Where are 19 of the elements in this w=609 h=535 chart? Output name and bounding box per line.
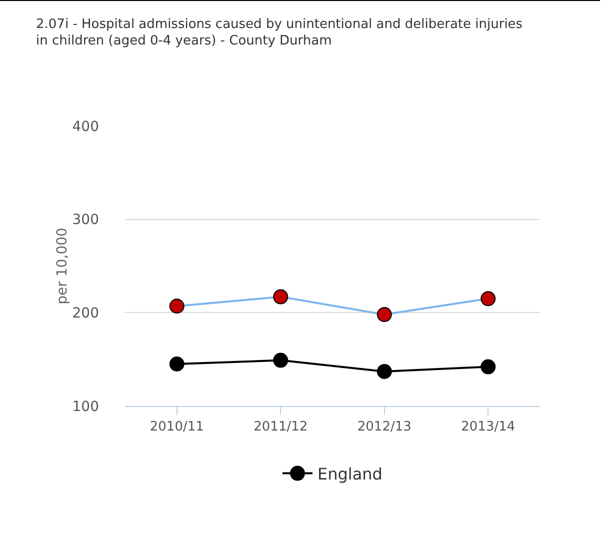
point bbox=[376, 307, 392, 322]
x-tick-label: 2010/11 bbox=[150, 420, 204, 435]
point bbox=[273, 289, 288, 304]
point bbox=[376, 364, 392, 379]
y-tick-label: 100 bbox=[72, 398, 99, 415]
y-tick-label: 300 bbox=[72, 212, 99, 228]
y-tick-label: 200 bbox=[72, 306, 99, 322]
x-tick-label: 2012/13 bbox=[357, 420, 412, 435]
point bbox=[273, 352, 288, 368]
chart-title: 2.07i - Hospital admissions caused by unintentional and deliberate injuries in children (aged 0-4 years) - County Durham bbox=[36, 16, 523, 49]
point bbox=[169, 356, 184, 372]
point bbox=[169, 298, 184, 314]
y-tick-label: 400 bbox=[72, 118, 99, 135]
y-axis-title: per 10,000 bbox=[54, 228, 70, 304]
point bbox=[480, 291, 496, 306]
x-tick-label: 2013/14 bbox=[461, 420, 516, 435]
legend-label: England bbox=[318, 464, 382, 484]
x-tick-label: 2011/12 bbox=[254, 420, 308, 435]
point bbox=[480, 359, 496, 374]
